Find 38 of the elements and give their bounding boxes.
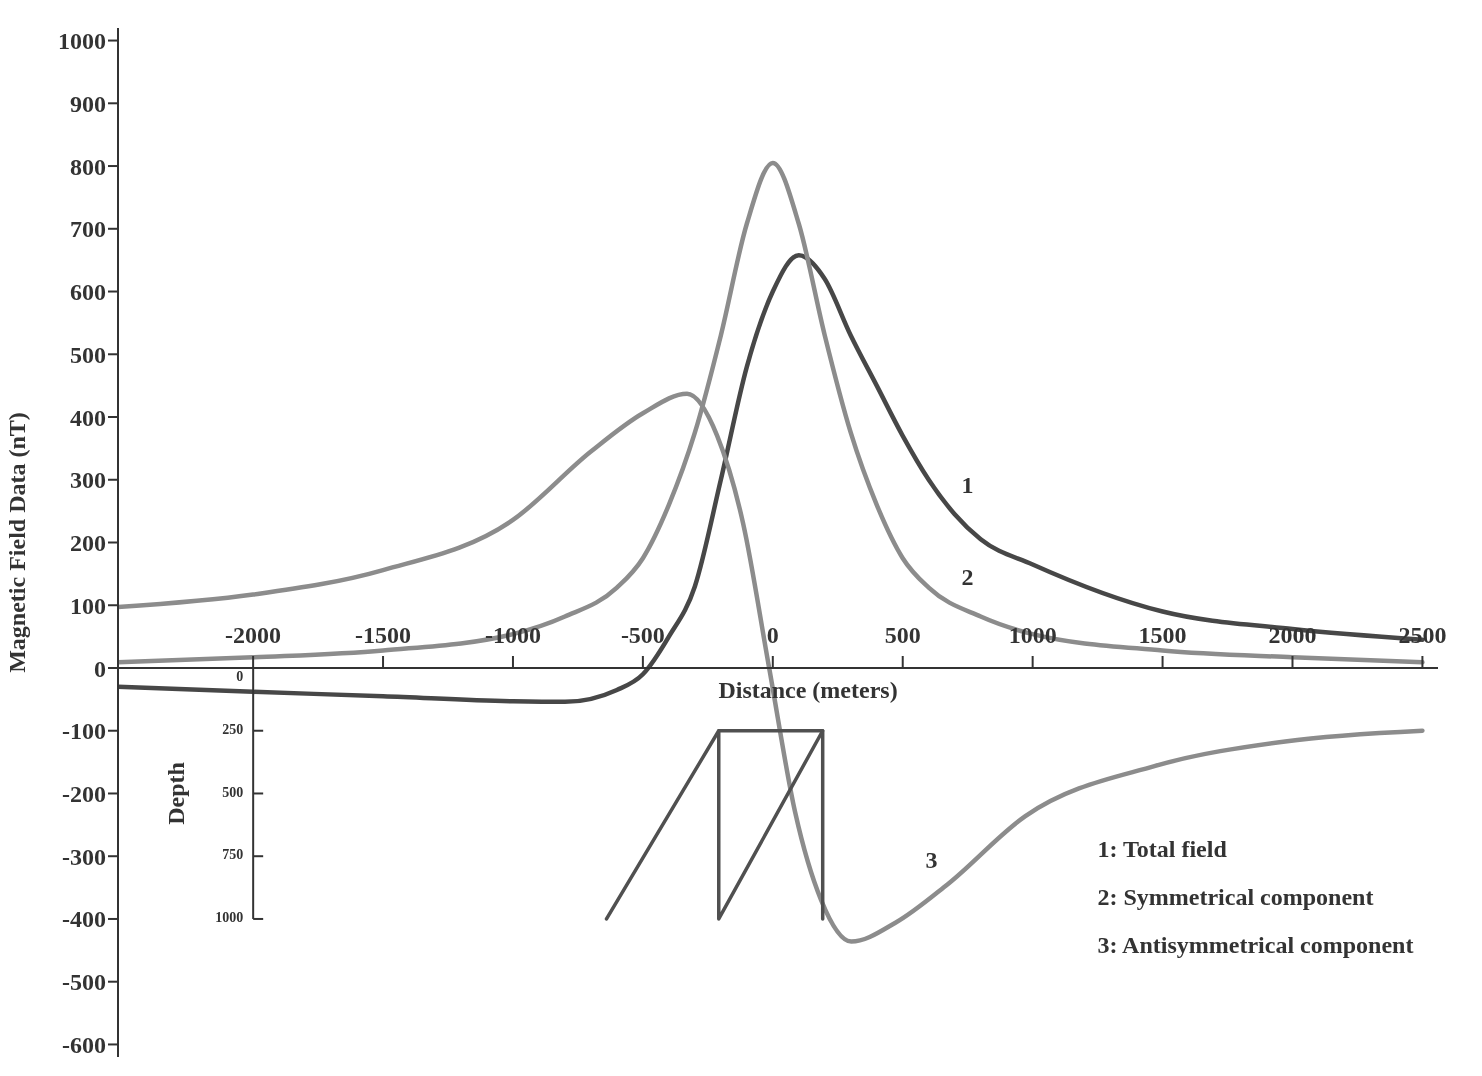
- y2-tick-label: 0: [236, 669, 244, 685]
- y-tick-label: -200: [62, 781, 106, 807]
- x-tick-label: 0: [766, 622, 779, 649]
- y2-tick-label: 1000: [215, 910, 244, 926]
- y-tick-label: 0: [94, 655, 106, 682]
- y-tick-label: -100: [62, 718, 106, 745]
- x-tick-label: 2500: [1398, 622, 1447, 649]
- y2-tick-label: 250: [222, 721, 244, 737]
- y-tick-label: -400: [62, 906, 106, 933]
- y-tick-label: -600: [62, 1031, 106, 1058]
- series-label: 2: [961, 563, 974, 590]
- y2-tick-label: 500: [222, 784, 244, 800]
- y-tick-label: 500: [70, 341, 106, 368]
- annotation: 1: Total field: [1097, 835, 1228, 862]
- y2-tick-label: 750: [222, 847, 244, 863]
- y-tick-label: 200: [70, 530, 106, 557]
- y2-axis-title: Depth: [162, 762, 189, 825]
- x-tick-label: -500: [620, 622, 665, 649]
- y-tick-label: -300: [62, 843, 106, 870]
- y-tick-label: 900: [70, 90, 106, 117]
- x-tick-label: 500: [884, 622, 921, 649]
- y-tick-label: 800: [70, 153, 106, 180]
- y-tick-label: 100: [70, 592, 106, 619]
- series-label: 1: [961, 472, 974, 499]
- x-tick-label: -2000: [225, 622, 282, 649]
- depth-scale: 0 250 500 750 1000 Depth: [162, 667, 265, 926]
- annotation: 3: Antisymmetrical component: [1097, 931, 1414, 958]
- x-tick-label: -1500: [355, 622, 412, 649]
- y-tick-label: 400: [70, 404, 106, 431]
- y-tick-label: 300: [70, 467, 106, 494]
- y-tick-label: 1000: [58, 28, 106, 55]
- y-tick-label: -500: [62, 969, 106, 996]
- y-tick-label: 600: [70, 279, 106, 306]
- y-tick-label: 700: [70, 216, 106, 243]
- y-axis-title: Magnetic Field Data (nT): [3, 412, 30, 673]
- series-label: 3: [925, 847, 938, 874]
- annotation: 2: Symmetrical component: [1097, 883, 1374, 910]
- x-tick-label: 1500: [1138, 622, 1187, 649]
